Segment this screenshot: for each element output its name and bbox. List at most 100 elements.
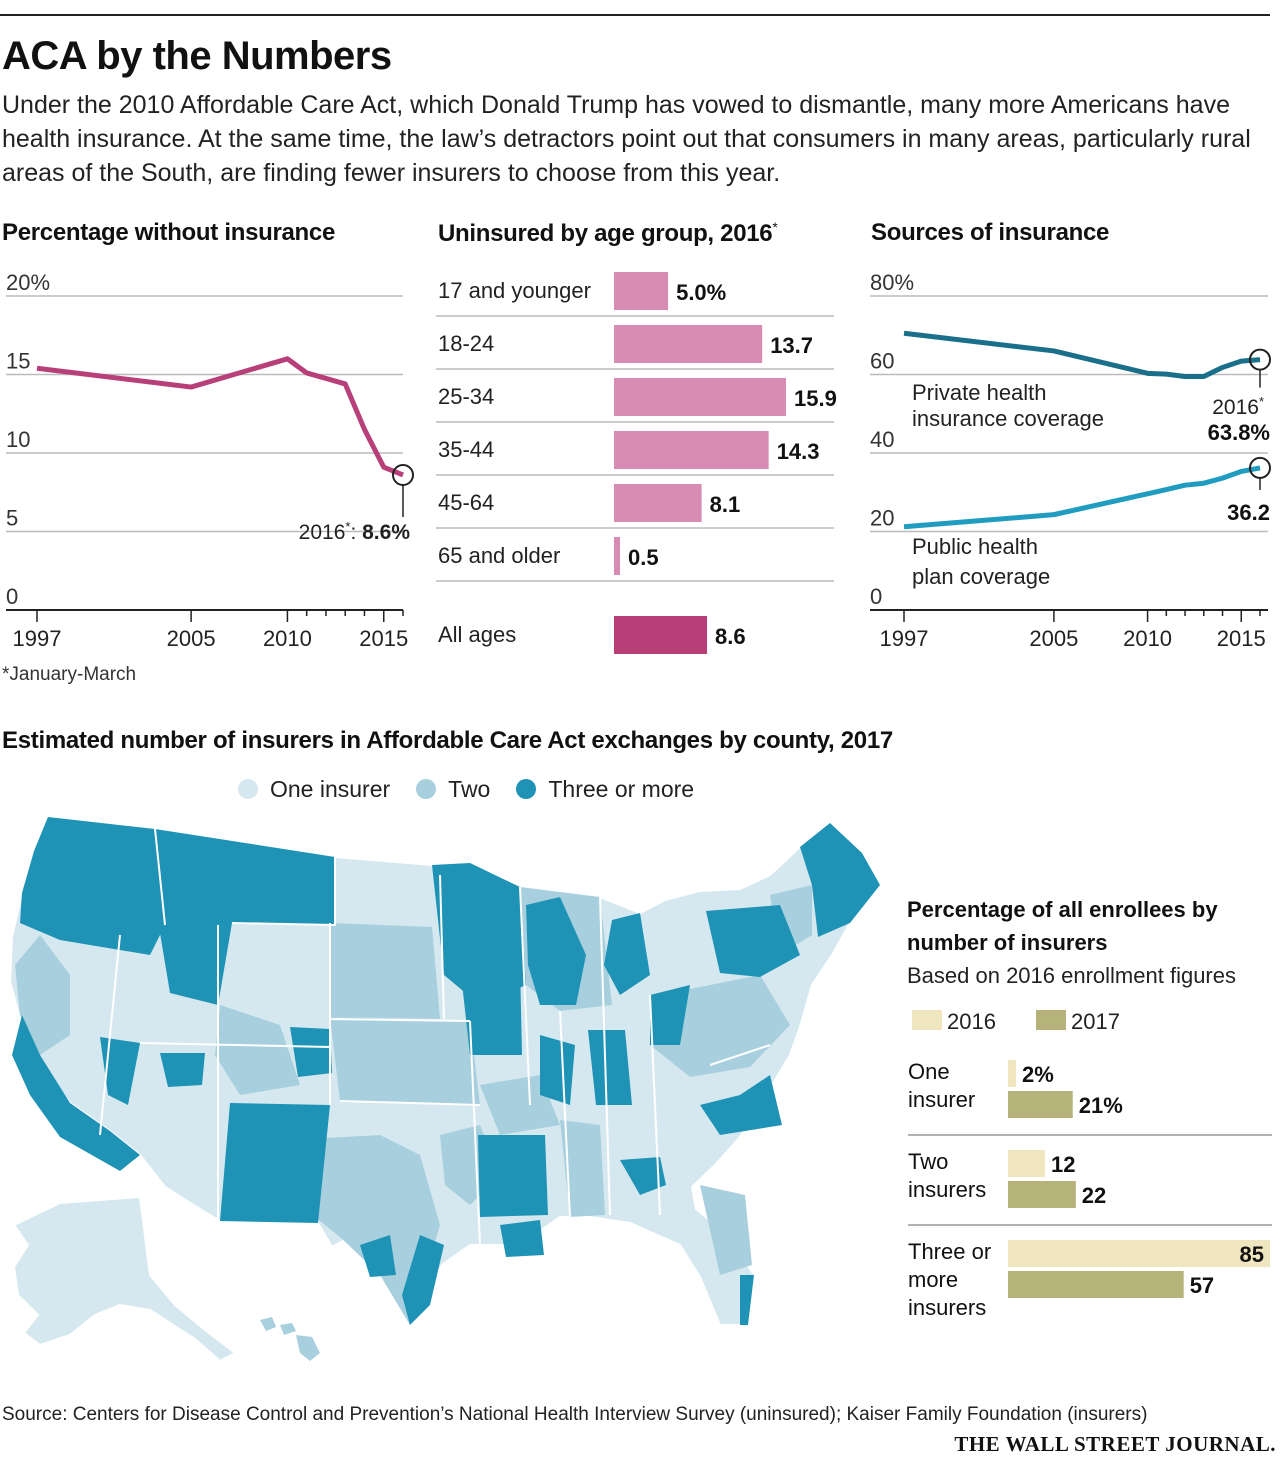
map-three-regions [12,817,880,1325]
c1-xtick: 1997 [13,626,62,651]
c2-value-label: 14.3 [777,439,820,464]
c4-bar [1008,1091,1073,1118]
c4-value-label: 85 [1240,1242,1264,1267]
c3-series-line [903,465,1261,530]
page-dek: Under the 2010 Affordable Care Act, whic… [2,91,1251,187]
c2-category-label: 18-24 [438,331,494,356]
chart1-title: Percentage without insurance [2,219,336,246]
c1-ytick: 0 [6,584,18,609]
map-title: Estimated number of insurers in Affordab… [2,727,893,754]
legend-one: One insurer [238,776,390,803]
us-county-map [8,815,882,1363]
chart3-svg: 80% 60 40 20 0 1997 2005 2010 2015 Private health… [870,270,1271,651]
c4-bar [1008,1181,1076,1208]
c2-total-label: All ages [438,622,516,647]
c1-xtick: 2015 [359,626,408,651]
c4-value-label: 22 [1082,1183,1106,1208]
source-line: Source: Centers for Disease Control and … [2,1404,1148,1425]
c3-annotation-year-label: 2016 [1212,396,1259,419]
c4-bar [1008,1060,1016,1087]
c3-public-label-1: Public health [912,534,1038,559]
c3-xtick: 2005 [1029,626,1078,651]
c3-ytick: 20 [870,506,894,531]
legend-three-label: Three or more [548,775,695,802]
map-hawaii [260,1317,320,1361]
chart2-svg: 17 and younger 5.0% 18-24 13.7 25-34 15.9 35-4… [436,272,837,654]
c2-total-value: 8.6 [715,624,746,649]
footnote: *January-March [2,664,137,685]
c3-xtick: 2015 [1217,626,1266,651]
c2-bar [614,484,702,522]
c3-ytick: 40 [870,427,894,452]
c2-value-label: 13.7 [770,333,813,358]
c2-category-label: 25-34 [438,384,494,409]
map-state-borders [99,828,771,1246]
c4-bar [1008,1240,1270,1267]
c3-private-label-2: insurance coverage [912,406,1104,431]
c3-ytick: 0 [870,584,882,609]
c4-legend-2017: 2017 [1071,1009,1120,1034]
c3-private-value: 63.8% [1208,420,1270,445]
c3-ytick: 80% [870,270,914,295]
page-title: ACA by the Numbers [2,34,392,78]
enrollees-box: Percentage of all enrollees by number of… [907,893,1277,989]
legend-one-label: One insurer [270,775,391,802]
legend-three-swatch [516,779,537,799]
c4-category-label: One [908,1059,950,1084]
c1-annotation-sep: : [350,521,362,544]
c3-annotation-year: 2016* [1212,394,1264,419]
c3-xtick: 2010 [1123,626,1172,651]
c1-ytick: 15 [6,349,30,374]
c1-ytick: 10 [6,427,30,452]
chart2-title: Uninsured by age group, 2016* [438,219,778,248]
c4-legend-2016: 2016 [947,1009,996,1034]
legend-two: Two [416,776,490,803]
c4-category-label: insurers [908,1295,986,1320]
c3-series-line [903,330,1261,379]
map-legend: One insurer Two Three or more [238,774,720,804]
c4-value-label: 12 [1051,1152,1075,1177]
c4-category-label: more [908,1267,958,1292]
c1-annotation-label: 2016 [299,521,346,544]
c3-private-label-1: Private health [912,380,1047,405]
chart2-title-text: Uninsured by age group, 2016 [438,220,773,247]
map-alaska [12,1195,237,1363]
c2-category-label: 17 and younger [438,278,591,303]
c2-total-bar [614,616,708,654]
c2-bar [614,378,786,416]
legend-three: Three or more [516,776,694,803]
c2-bar [614,325,763,363]
c4-value-label: 2% [1022,1062,1054,1087]
c4-value-label: 57 [1190,1273,1214,1298]
enrollees-title: Percentage of all enrollees by number of… [907,897,1218,955]
c4-category-label: insurers [908,1177,986,1202]
c1-line [36,356,404,478]
c4-bar [1008,1150,1045,1177]
c2-value-label: 8.1 [710,492,741,517]
c3-public-label-2: plan coverage [912,564,1050,589]
chart3-title: Sources of insurance [871,219,1110,246]
c1-annotation: 2016*: 8.6% [299,519,411,544]
c1-xtick: 2005 [167,626,216,651]
c2-bar [614,272,669,310]
c3-xtick: 1997 [880,626,929,651]
legend-two-label: Two [448,775,491,802]
enrollees-subtitle: Based on 2016 enrollment figures [907,963,1236,988]
top-rule [0,14,1270,16]
chart4-svg: 2016 2017 One insurer 2% 21% Two insurers 12 22 Th… [908,1009,1272,1320]
legend-two-swatch [416,779,437,799]
c3-ytick: 60 [870,349,894,374]
c1-annotation-star: * [345,519,350,534]
c2-bar [614,537,620,575]
c4-category-label: Two [908,1149,948,1174]
c4-legend-swatch-2016 [912,1010,942,1030]
c2-value-label: 15.9 [794,386,837,411]
c1-annotation-value: 8.6% [362,521,410,544]
brand-logo: THE WALL STREET JOURNAL. [954,1432,1276,1456]
c4-value-label: 21% [1079,1093,1123,1118]
c2-value-label: 5.0% [676,280,726,305]
c1-xtick: 2010 [263,626,312,651]
legend-one-swatch [238,779,258,799]
chart2-title-star: * [772,219,778,235]
c1-ytick: 5 [6,506,18,531]
